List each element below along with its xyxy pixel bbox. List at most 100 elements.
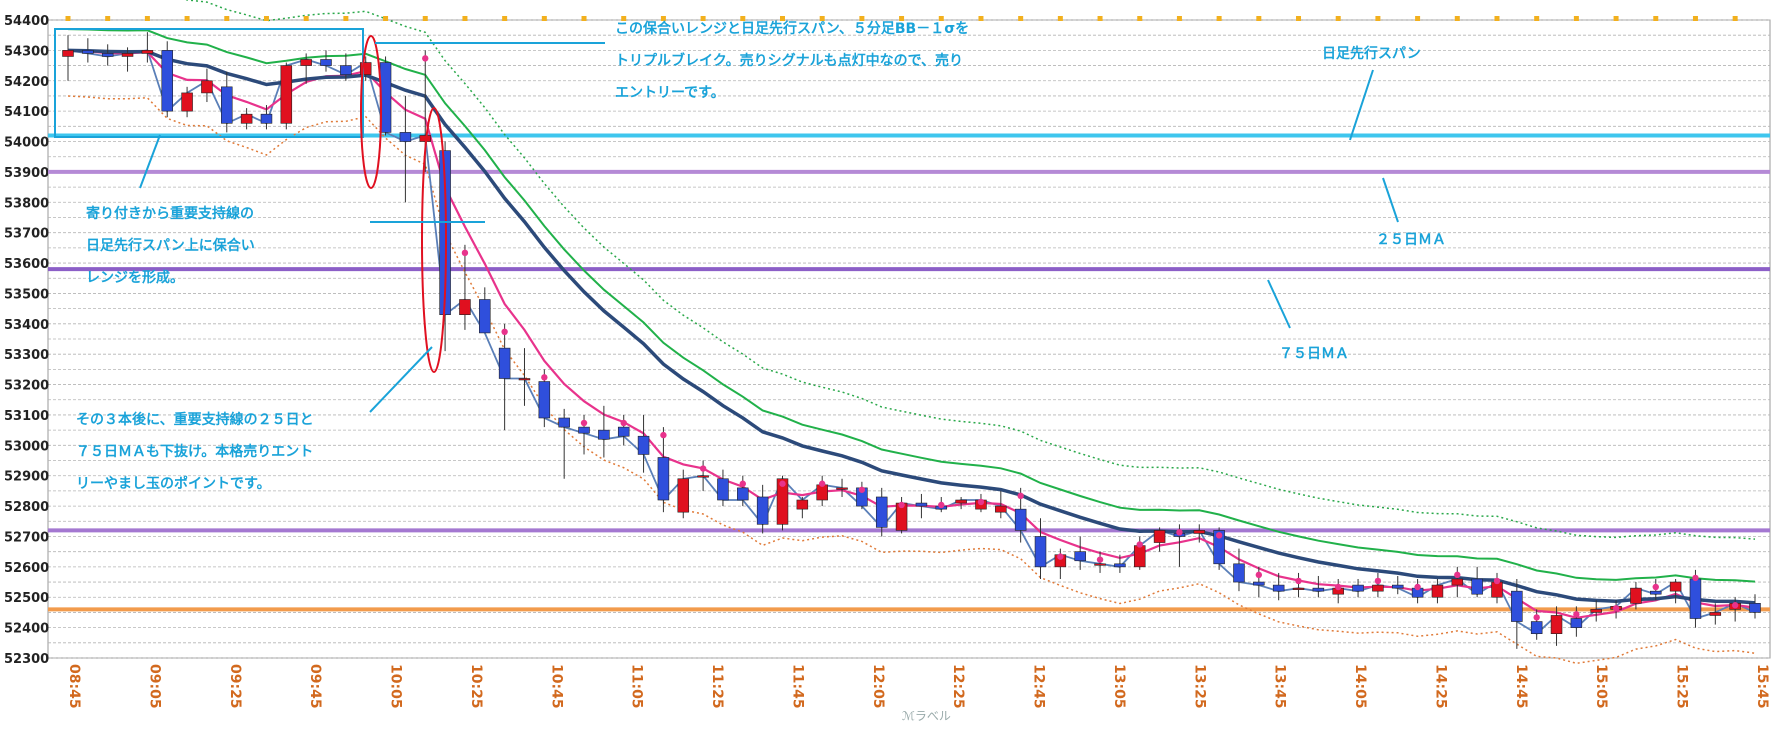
candle-body bbox=[1272, 584, 1285, 592]
candle-body bbox=[1133, 545, 1146, 568]
signal-dot bbox=[1573, 611, 1580, 618]
top-marker bbox=[1454, 16, 1460, 21]
x-tick-label: 12:05 bbox=[870, 664, 886, 709]
y-tick-label: 52400 bbox=[4, 622, 49, 637]
signal-dot bbox=[1335, 583, 1342, 591]
candle-body bbox=[578, 426, 590, 434]
y-tick-label: 54200 bbox=[4, 75, 49, 90]
candle-body bbox=[836, 487, 848, 490]
signal-dot bbox=[660, 431, 667, 439]
candle-body bbox=[82, 50, 94, 54]
candle-body bbox=[1372, 584, 1384, 592]
candle-body bbox=[1709, 612, 1722, 616]
top-marker bbox=[581, 16, 587, 21]
top-marker bbox=[224, 16, 230, 21]
annotation-text: 寄り付きから重要支持線の bbox=[86, 205, 254, 222]
candle-body bbox=[776, 478, 789, 525]
candle-body bbox=[756, 496, 769, 525]
candle-body bbox=[1689, 578, 1702, 619]
top-marker bbox=[938, 16, 944, 21]
annotation-text: ７５日ＭＡ bbox=[1279, 346, 1349, 362]
candle-body bbox=[697, 475, 709, 478]
annotation-text: 日足先行スパン上に保合い bbox=[86, 237, 255, 254]
candle-body bbox=[995, 505, 1007, 513]
x-tick-label: 11:45 bbox=[789, 664, 805, 709]
signal-dot bbox=[977, 498, 985, 506]
candle-body bbox=[816, 484, 828, 501]
candle-body bbox=[657, 457, 670, 501]
top-marker bbox=[779, 16, 785, 21]
top-marker bbox=[621, 16, 627, 21]
x-tick-label: 09:05 bbox=[146, 664, 162, 709]
y-tick-label: 52600 bbox=[4, 561, 49, 576]
top-marker bbox=[1335, 16, 1341, 21]
signal-dot bbox=[1612, 605, 1620, 612]
signal-dot bbox=[818, 480, 826, 487]
x-tick-label: 15:45 bbox=[1754, 664, 1770, 709]
y-tick-label: 53400 bbox=[4, 318, 49, 333]
candle-body bbox=[359, 62, 372, 75]
callout-line bbox=[369, 346, 433, 413]
top-marker bbox=[1256, 16, 1262, 21]
x-tick-label: 10:05 bbox=[388, 664, 404, 709]
candle-body bbox=[240, 113, 253, 124]
signal-dot bbox=[1017, 492, 1024, 500]
candle-body bbox=[1451, 578, 1464, 586]
x-tick-label: 14:45 bbox=[1513, 664, 1529, 709]
annotation-text: ７５日ＭＡも下抜け。本格売りエント bbox=[76, 443, 313, 460]
top-marker bbox=[1534, 16, 1540, 21]
y-tick-label: 53500 bbox=[4, 287, 49, 302]
signal-dot bbox=[1692, 574, 1699, 582]
x-tick-label: 10:45 bbox=[548, 664, 564, 709]
top-marker bbox=[422, 16, 428, 21]
candle-body bbox=[320, 59, 332, 66]
y-tick-label: 52700 bbox=[4, 530, 49, 545]
signal-dot bbox=[1493, 577, 1501, 585]
annotation-text: リーやまし玉のポイントです。 bbox=[76, 475, 271, 492]
x-tick-label: 13:25 bbox=[1191, 664, 1207, 709]
candle-body bbox=[280, 65, 293, 124]
candle-body bbox=[717, 478, 729, 501]
candle-body bbox=[181, 92, 193, 112]
candle-body bbox=[1253, 581, 1265, 586]
top-marker bbox=[1613, 16, 1619, 21]
x-tick-label: 12:25 bbox=[950, 664, 966, 709]
candle-body bbox=[201, 80, 213, 94]
candle-body bbox=[1530, 621, 1543, 634]
signal-dot bbox=[739, 480, 746, 487]
upper-band-line bbox=[184, 0, 1756, 540]
top-marker bbox=[1176, 16, 1182, 21]
candle-body bbox=[1094, 563, 1106, 566]
x-tick-label: 10:25 bbox=[468, 664, 484, 709]
annotation-text: レンジを形成。 bbox=[86, 269, 184, 286]
candle-body bbox=[1570, 618, 1583, 628]
candle-body bbox=[617, 426, 630, 437]
top-marker bbox=[899, 16, 905, 21]
signal-dot bbox=[461, 249, 469, 257]
candle-body bbox=[677, 478, 690, 513]
x-tick-label: 09:25 bbox=[227, 664, 243, 709]
top-marker bbox=[1375, 16, 1381, 21]
candle-body bbox=[1233, 563, 1245, 583]
candle-body bbox=[1471, 578, 1483, 595]
top-marker bbox=[1057, 16, 1063, 21]
signal-dot bbox=[1057, 553, 1064, 560]
signal-dot bbox=[1176, 529, 1183, 536]
y-tick-label: 53000 bbox=[4, 439, 49, 454]
x-tick-label: 14:25 bbox=[1432, 664, 1448, 709]
top-marker bbox=[383, 16, 389, 21]
x-tick-label: 13:45 bbox=[1272, 664, 1288, 709]
candle-body bbox=[101, 53, 114, 57]
top-marker bbox=[1296, 16, 1302, 21]
candle-body bbox=[1034, 536, 1047, 568]
signal-dot bbox=[620, 419, 627, 427]
top-marker bbox=[1494, 16, 1500, 21]
signal-dot bbox=[1652, 583, 1659, 591]
top-marker bbox=[1692, 16, 1698, 21]
candle-body bbox=[796, 499, 809, 510]
top-marker bbox=[502, 16, 508, 21]
candle-body bbox=[121, 53, 134, 57]
y-tick-label: 54400 bbox=[4, 14, 49, 29]
